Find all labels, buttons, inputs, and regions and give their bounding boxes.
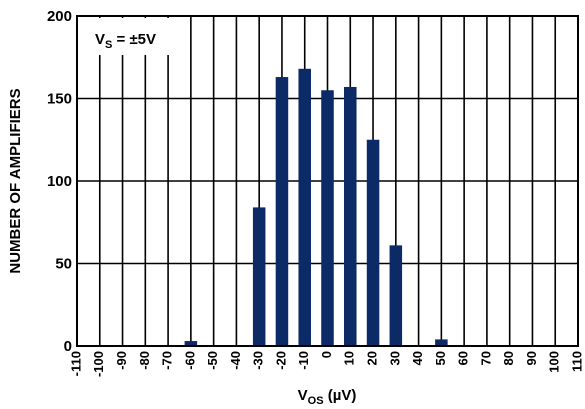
x-tick-label-0: -110 [68,351,83,376]
bar-50 [435,339,448,346]
x-tick-label-15: 40 [410,351,425,365]
x-tick-label-1: -100 [91,351,106,377]
x-axis-label-sub: OS [308,395,324,407]
x-tick-label-11: 0 [319,351,334,358]
x-axis-label-main: V [298,387,308,404]
annotation-sub: S [105,39,112,51]
x-tick-label-10: -10 [296,351,311,370]
bars [184,68,448,347]
x-tick-label-3: -80 [137,351,152,370]
x-axis-label-rest: (µV) [324,387,357,404]
y-tick-label-0: 0 [64,338,72,355]
y-tick-label-4: 200 [47,8,72,25]
bar-0 [321,90,334,346]
x-tick-label-13: 20 [364,351,379,365]
x-tick-label-9: -20 [273,351,288,370]
bar-20 [366,139,380,346]
plot-frame [76,15,579,347]
bar-10 [344,86,357,346]
x-tick-labels: -110 -100 -90 -80 -70 -60 -50 -40 -30 -20 -10 0 10 20… [68,351,584,377]
x-tick-label-17: 60 [456,351,471,365]
x-tick-label-5: -60 [182,351,197,370]
y-tick-labels: 0 50 100 150 200 [47,8,72,355]
x-tick-label-19: 80 [501,351,516,365]
x-tick-label-6: -50 [205,351,220,370]
x-tick-label-14: 30 [387,351,402,365]
annotation-box [79,18,189,55]
x-tick-label-12: 10 [342,351,357,365]
annotation-rest: = ±5V [112,31,156,48]
y-tick-label-3: 150 [47,91,72,108]
y-tick-label-2: 100 [47,173,72,190]
x-tick-label-18: 70 [478,351,493,365]
annotation-label: VS = ±5V [95,31,156,51]
x-tick-label-22: 110 [569,351,584,372]
x-tick-label-2: -90 [114,351,129,370]
y-axis-label: NUMBER OF AMPLIFIERS [7,88,24,273]
bar--30 [252,207,266,346]
bar-30 [389,245,403,346]
x-axis-label: VOS (µV) [298,387,357,407]
bar--20 [275,77,289,347]
x-tick-label-16: 50 [433,351,448,365]
y-tick-label-1: 50 [55,256,72,273]
bar--60 [184,341,198,346]
annotation-main: V [95,31,105,48]
x-tick-label-21: 100 [547,351,562,373]
x-tick-label-7: -40 [228,351,243,370]
x-tick-label-4: -70 [160,351,175,370]
bar--10 [298,68,311,347]
x-tick-label-20: 90 [524,351,539,365]
x-tick-label-8: -30 [251,351,266,370]
